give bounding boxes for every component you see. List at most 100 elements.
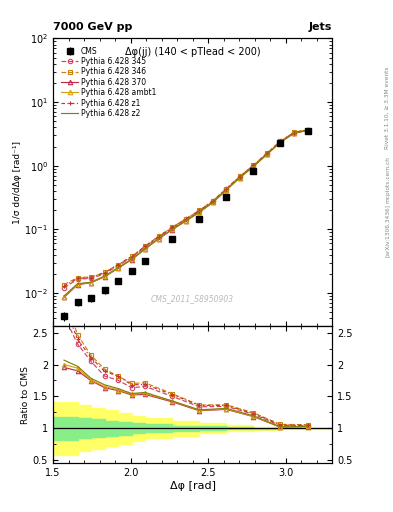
Pythia 6.428 z2 <box>251 163 256 169</box>
Pythia 6.428 346 <box>156 233 161 239</box>
Pythia 6.428 346 <box>305 126 310 133</box>
Pythia 6.428 370 <box>305 127 310 134</box>
Pythia 6.428 370 <box>197 209 202 216</box>
Text: mcplots.cern.ch: mcplots.cern.ch <box>385 156 390 203</box>
Pythia 6.428 370 <box>278 139 283 145</box>
Pythia 6.428 z2 <box>292 130 296 136</box>
Pythia 6.428 z2 <box>237 174 242 180</box>
Pythia 6.428 ambt1 <box>170 226 174 232</box>
Pythia 6.428 346 <box>89 274 94 280</box>
Pythia 6.428 370 <box>89 280 94 286</box>
Pythia 6.428 370 <box>237 175 242 181</box>
Pythia 6.428 ambt1 <box>184 218 188 224</box>
Pythia 6.428 z1 <box>251 162 256 168</box>
Pythia 6.428 346 <box>224 185 229 191</box>
Pythia 6.428 346 <box>237 173 242 179</box>
Pythia 6.428 346 <box>251 162 256 168</box>
Pythia 6.428 ambt1 <box>278 139 283 145</box>
Pythia 6.428 345 <box>170 225 174 231</box>
Pythia 6.428 z2 <box>184 218 188 224</box>
Pythia 6.428 345 <box>278 138 283 144</box>
Pythia 6.428 ambt1 <box>129 257 134 263</box>
Pythia 6.428 z1 <box>156 233 161 240</box>
Pythia 6.428 346 <box>211 198 215 204</box>
Pythia 6.428 ambt1 <box>116 265 121 271</box>
Pythia 6.428 z2 <box>156 236 161 242</box>
Pythia 6.428 z2 <box>278 139 283 145</box>
Pythia 6.428 346 <box>116 262 121 268</box>
Pythia 6.428 345 <box>89 275 94 282</box>
Pythia 6.428 ambt1 <box>251 163 256 169</box>
Pythia 6.428 z2 <box>75 281 80 287</box>
Pythia 6.428 ambt1 <box>102 273 107 280</box>
Pythia 6.428 z1 <box>211 198 215 204</box>
Pythia 6.428 z1 <box>170 224 174 230</box>
Text: Jets: Jets <box>309 22 332 32</box>
Pythia 6.428 370 <box>292 130 296 136</box>
Pythia 6.428 345 <box>129 254 134 261</box>
Y-axis label: Ratio to CMS: Ratio to CMS <box>21 366 30 424</box>
Line: Pythia 6.428 z2: Pythia 6.428 z2 <box>64 130 308 296</box>
Pythia 6.428 z2 <box>129 256 134 262</box>
Y-axis label: 1/σ dσ/dΔφ [rad⁻¹]: 1/σ dσ/dΔφ [rad⁻¹] <box>13 141 22 224</box>
Legend: CMS, Pythia 6.428 345, Pythia 6.428 346, Pythia 6.428 370, Pythia 6.428 ambt1, P: CMS, Pythia 6.428 345, Pythia 6.428 346,… <box>60 45 158 119</box>
Pythia 6.428 ambt1 <box>62 294 66 300</box>
Pythia 6.428 370 <box>143 246 147 252</box>
Pythia 6.428 370 <box>211 199 215 205</box>
Pythia 6.428 370 <box>224 187 229 193</box>
Pythia 6.428 346 <box>170 224 174 230</box>
Pythia 6.428 346 <box>264 150 269 156</box>
Pythia 6.428 z2 <box>264 151 269 157</box>
Pythia 6.428 346 <box>62 282 66 288</box>
X-axis label: Δφ [rad]: Δφ [rad] <box>169 481 216 491</box>
Pythia 6.428 ambt1 <box>156 236 161 242</box>
Text: CMS_2011_S8950903: CMS_2011_S8950903 <box>151 294 234 303</box>
Pythia 6.428 ambt1 <box>211 199 215 205</box>
Line: Pythia 6.428 370: Pythia 6.428 370 <box>62 128 310 300</box>
Pythia 6.428 346 <box>184 216 188 222</box>
Pythia 6.428 370 <box>156 236 161 242</box>
Pythia 6.428 346 <box>292 130 296 136</box>
Pythia 6.428 ambt1 <box>197 209 202 215</box>
Pythia 6.428 z2 <box>305 127 310 133</box>
Pythia 6.428 z1 <box>184 216 188 222</box>
Pythia 6.428 345 <box>224 186 229 192</box>
Pythia 6.428 z1 <box>75 275 80 282</box>
Pythia 6.428 z1 <box>292 130 296 136</box>
Pythia 6.428 345 <box>184 217 188 223</box>
Pythia 6.428 346 <box>75 274 80 281</box>
Pythia 6.428 z2 <box>224 186 229 193</box>
Pythia 6.428 370 <box>170 226 174 232</box>
Pythia 6.428 z1 <box>102 270 107 276</box>
Pythia 6.428 370 <box>251 163 256 169</box>
Pythia 6.428 345 <box>211 198 215 204</box>
Pythia 6.428 z1 <box>237 174 242 180</box>
Pythia 6.428 z1 <box>62 283 66 289</box>
Pythia 6.428 345 <box>292 130 296 136</box>
Pythia 6.428 370 <box>129 257 134 263</box>
Text: Rivet 3.1.10, ≥ 3.3M events: Rivet 3.1.10, ≥ 3.3M events <box>385 66 390 149</box>
Pythia 6.428 345 <box>116 263 121 269</box>
Pythia 6.428 z1 <box>143 243 147 249</box>
Pythia 6.428 ambt1 <box>237 175 242 181</box>
Pythia 6.428 z2 <box>197 209 202 215</box>
Pythia 6.428 z1 <box>116 262 121 268</box>
Pythia 6.428 z1 <box>224 186 229 192</box>
Line: Pythia 6.428 345: Pythia 6.428 345 <box>62 127 310 290</box>
Pythia 6.428 345 <box>143 244 147 250</box>
Pythia 6.428 ambt1 <box>305 127 310 133</box>
Line: Pythia 6.428 z1: Pythia 6.428 z1 <box>62 127 310 288</box>
Line: Pythia 6.428 ambt1: Pythia 6.428 ambt1 <box>62 128 310 299</box>
Text: [arXiv:1306.3436]: [arXiv:1306.3436] <box>385 204 390 257</box>
Pythia 6.428 345 <box>305 127 310 133</box>
Pythia 6.428 346 <box>143 243 147 249</box>
Pythia 6.428 z2 <box>89 279 94 285</box>
Pythia 6.428 ambt1 <box>264 151 269 157</box>
Pythia 6.428 345 <box>264 151 269 157</box>
Pythia 6.428 346 <box>102 269 107 275</box>
Pythia 6.428 370 <box>75 282 80 288</box>
Pythia 6.428 z1 <box>89 274 94 281</box>
Pythia 6.428 345 <box>251 163 256 169</box>
Pythia 6.428 ambt1 <box>75 281 80 287</box>
Pythia 6.428 z1 <box>197 207 202 214</box>
